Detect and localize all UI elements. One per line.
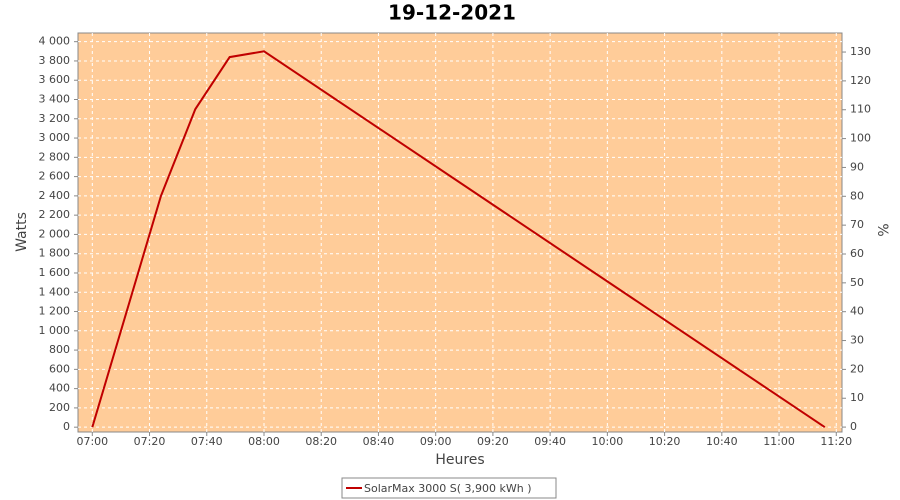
x-tick-label: 09:00	[420, 435, 452, 448]
legend-box	[341, 477, 557, 499]
y2-tick-label: 40	[850, 305, 864, 318]
y2-tick-label: 0	[850, 420, 857, 433]
y-axis-title: Watts	[14, 212, 30, 252]
x-tick-label: 08:20	[305, 435, 337, 448]
y-tick-label: 200	[49, 401, 70, 414]
x-tick-label: 11:20	[820, 435, 852, 448]
y-tick-label: 1 400	[39, 285, 71, 298]
y2-tick-label: 120	[850, 74, 871, 87]
y2-tick-label: 50	[850, 276, 864, 289]
y-tick-label: 2 000	[39, 227, 71, 240]
y-tick-label: 400	[49, 382, 70, 395]
x-tick-label: 11:00	[763, 435, 795, 448]
x-tick-label: 09:20	[477, 435, 509, 448]
x-tick-label: 08:40	[363, 435, 395, 448]
x-tick-label: 10:00	[592, 435, 624, 448]
x-tick-label: 10:40	[706, 435, 738, 448]
y-tick-label: 2 400	[39, 189, 71, 202]
x-tick-label: 07:20	[134, 435, 166, 448]
y-tick-label: 3 800	[39, 54, 71, 67]
y-tick-label: 1 800	[39, 247, 71, 260]
y2-tick-label: 30	[850, 334, 864, 347]
y-tick-label: 0	[63, 420, 70, 433]
y-tick-label: 3 600	[39, 73, 71, 86]
y-tick-label: 3 000	[39, 131, 71, 144]
y2-tick-label: 100	[850, 132, 871, 145]
y-tick-label: 1 200	[39, 305, 71, 318]
y-tick-label: 2 800	[39, 150, 71, 163]
x-tick-label: 09:40	[534, 435, 566, 448]
y2-tick-label: 80	[850, 189, 864, 202]
y-tick-label: 800	[49, 343, 70, 356]
y2-tick-label: 130	[850, 45, 871, 58]
plot-area	[77, 32, 843, 433]
y2-tick-label: 110	[850, 103, 871, 116]
y-tick-label: 600	[49, 362, 70, 375]
x-tick-label: 07:00	[76, 435, 108, 448]
x-tick-label: 10:20	[649, 435, 681, 448]
legend-label: SolarMax 3000 S( 3,900 kWh )	[364, 482, 532, 495]
y-tick-label: 4 000	[39, 35, 71, 48]
y2-tick-label: 90	[850, 160, 864, 173]
y2-tick-label: 10	[850, 391, 864, 404]
chart-title: 19-12-2021	[388, 1, 516, 25]
y-tick-label: 2 600	[39, 170, 71, 183]
y2-tick-label: 70	[850, 218, 864, 231]
y-tick-label: 2 200	[39, 208, 71, 221]
x-tick-label: 07:40	[191, 435, 223, 448]
x-tick-label: 08:00	[248, 435, 280, 448]
y-tick-label: 1 600	[39, 266, 71, 279]
x-axis-title: Heures	[435, 452, 484, 468]
y2-tick-label: 60	[850, 247, 864, 260]
y-tick-label: 3 200	[39, 112, 71, 125]
y2-tick-label: 20	[850, 362, 864, 375]
y2-axis-title: %	[874, 223, 890, 236]
y-tick-label: 1 000	[39, 324, 71, 337]
series-line	[91, 50, 826, 429]
y-tick-label: 3 400	[39, 93, 71, 106]
